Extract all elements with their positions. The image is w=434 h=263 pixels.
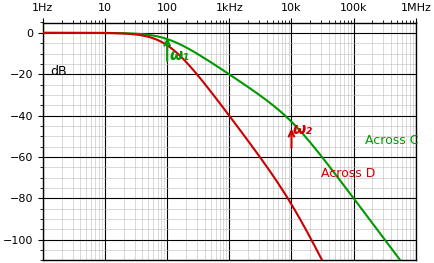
Text: Across D: Across D — [321, 167, 375, 180]
Text: Across C: Across C — [365, 134, 418, 147]
Text: dB: dB — [50, 65, 67, 78]
Text: ω₁: ω₁ — [170, 48, 190, 63]
Text: ω₂: ω₂ — [293, 122, 312, 137]
